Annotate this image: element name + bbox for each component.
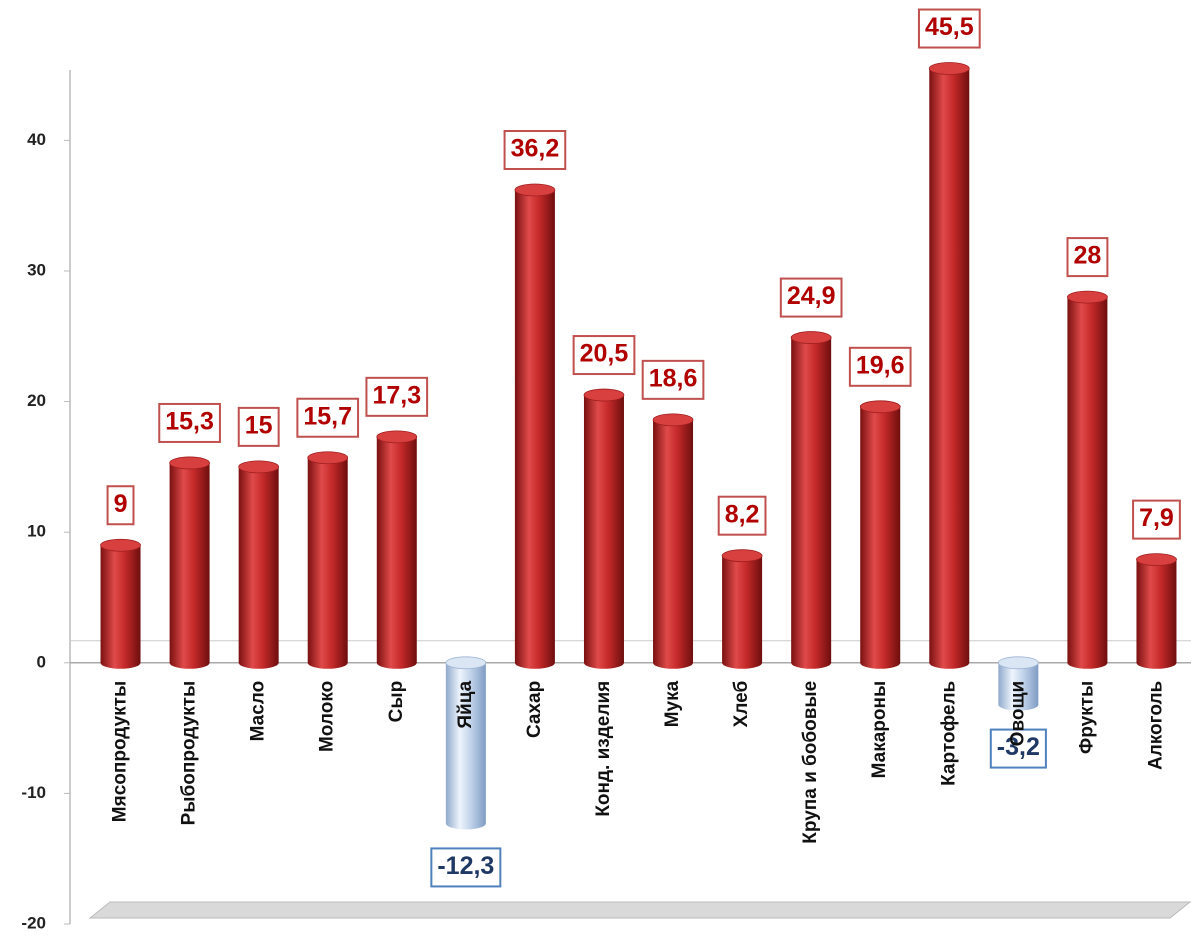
value-label-box [848,346,912,387]
bar [791,331,832,669]
value-label: 17,3 [372,381,421,409]
bar [998,656,1039,711]
bar [929,62,970,669]
value-label: 20,5 [580,340,629,368]
x-tick-label: Рыбопродукты [179,681,200,826]
bar [100,539,141,669]
value-label-box [572,335,636,376]
value-label: 9 [114,490,128,518]
value-label: 28 [1074,242,1102,270]
x-tick-label: Мука [662,680,683,727]
bar-cap [169,456,210,470]
value-label-box [989,728,1047,769]
bar-cap [583,388,625,402]
value-label: 19,6 [856,351,905,379]
x-tick-label: Овощи [1007,681,1028,747]
bar [583,389,624,669]
y-tick-label: 30 [27,260,46,279]
value-label: -3,2 [997,733,1040,761]
x-tick-label: Масло [248,681,269,742]
x-tick-label: Картофель [938,681,959,786]
value-label: 45,5 [925,13,974,41]
value-label-box [237,406,280,447]
bar [1136,553,1177,669]
value-label-box [917,8,981,49]
x-tick-label: Алкоголь [1145,681,1166,770]
value-label: 15,3 [165,408,214,436]
bar-cap [997,656,1039,670]
bar [1067,291,1108,669]
bar-cap [1136,553,1177,567]
value-label-box [106,485,135,526]
bar-cap [652,413,694,427]
y-tick-label: -20 [21,913,46,932]
value-label-box [365,376,429,417]
y-tick-label: 20 [27,391,46,410]
x-tick-label: Мясопродукты [110,681,131,822]
x-tick-label: Сахар [524,681,545,738]
bar [514,183,555,669]
value-label-box [717,495,767,536]
value-label: 36,2 [511,135,560,163]
value-label-box [1132,499,1181,540]
x-tick-label: Хлеб [731,681,752,728]
bar-cap [928,62,970,75]
value-label: 18,6 [649,364,698,392]
value-label: 15 [245,411,273,439]
value-label: 8,2 [725,500,760,528]
bar-cap [307,451,349,465]
bar-cap [445,656,487,670]
value-label-box [779,277,843,318]
bar-cap [100,538,141,552]
value-label: 24,9 [787,282,836,310]
bar [307,451,348,669]
x-tick-label: Яйца [455,680,476,728]
chart-floor [88,901,1192,919]
bar [722,549,763,669]
y-tick-label: 0 [37,652,46,671]
y-tick-label: 10 [27,522,46,541]
value-label: -12,3 [437,852,494,880]
x-tick-label: Крупа и бобовые [800,681,821,844]
value-label-box [158,402,221,443]
bar [169,456,210,669]
x-tick-label: Конд. изделия [593,681,614,817]
y-tick-label: 40 [27,130,46,149]
bar-cap [1067,290,1108,304]
x-tick-label: Макароны [869,681,890,779]
value-label-box [1066,237,1109,278]
x-tick-label: Сыр [386,681,407,723]
bar [653,413,694,669]
x-tick-label: Молоко [317,681,338,752]
bar-cap [514,183,556,197]
bar-cap [238,460,280,474]
bar [860,400,901,669]
bar-cap [376,430,418,444]
value-label: 15,7 [303,402,352,430]
bar-cap [790,331,832,344]
bar-cap [721,549,763,563]
value-label: 7,9 [1139,504,1174,532]
y-tick-label: -10 [21,783,46,802]
bar [238,460,279,669]
bar-cap [859,400,901,414]
value-label-box [430,847,502,888]
value-label-box [296,397,360,438]
x-tick-label: Фрукты [1076,681,1097,754]
bar [376,430,417,669]
value-label-box [503,129,567,170]
bar [445,656,486,830]
value-label-box [641,359,705,400]
